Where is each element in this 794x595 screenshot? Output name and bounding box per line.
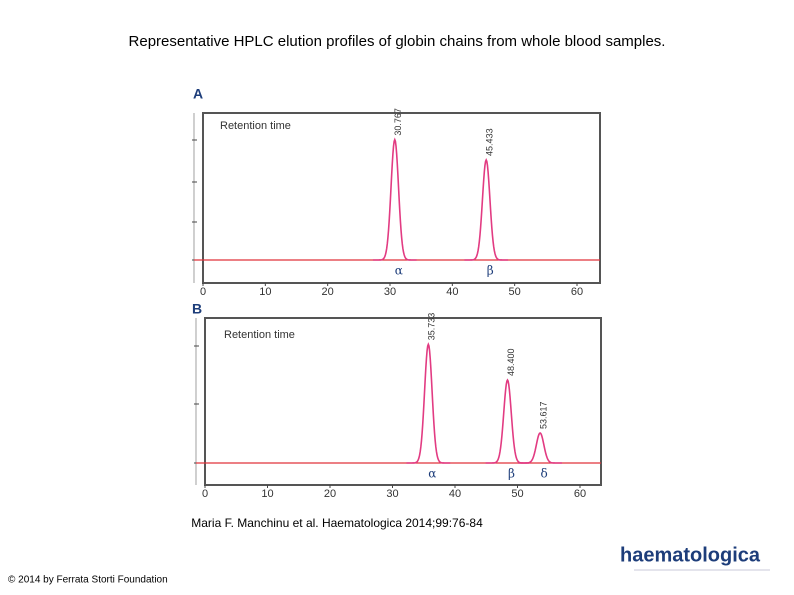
copyright: © 2014 by Ferrata Storti Foundation (8, 575, 168, 586)
peak-label: 53.617 (538, 401, 548, 429)
x-tick-label: 50 (509, 286, 521, 298)
x-tick-label: 60 (574, 488, 586, 500)
panel-label: B (192, 301, 202, 317)
panel-label: A (193, 86, 203, 102)
x-tick-label: 40 (446, 286, 458, 298)
peak (485, 378, 530, 464)
peak-label: 45.433 (485, 128, 495, 156)
x-tick-label: 40 (449, 488, 461, 500)
peak (518, 432, 562, 464)
chain-label: β (508, 467, 515, 481)
chain-label: β (487, 264, 494, 278)
logo: haematologica (620, 544, 761, 566)
peak-label: 30.767 (393, 108, 403, 136)
plot-frame (204, 317, 602, 486)
x-tick-label: 20 (324, 488, 336, 500)
peak-label: 48.400 (506, 349, 516, 377)
peak (372, 137, 417, 261)
chain-label: δ (540, 467, 547, 481)
x-tick-label: 30 (384, 286, 396, 298)
slide-title: Representative HPLC elution profiles of … (129, 33, 666, 50)
chain-label: α (395, 264, 403, 278)
x-tick-label: 10 (261, 488, 273, 500)
annotation: Retention time (224, 329, 295, 341)
x-tick-label: 30 (386, 488, 398, 500)
peak-label: 35.733 (427, 313, 437, 341)
plot-frame (202, 112, 601, 284)
x-tick-label: 20 (322, 286, 334, 298)
peak (464, 157, 509, 261)
peak (406, 342, 451, 464)
x-tick-label: 0 (202, 488, 208, 500)
annotation: Retention time (220, 120, 291, 132)
citation: Maria F. Manchinu et al. Haematologica 2… (191, 516, 483, 530)
x-tick-label: 60 (571, 286, 583, 298)
x-tick-label: 0 (200, 286, 206, 298)
x-tick-label: 50 (511, 488, 523, 500)
x-tick-label: 10 (259, 286, 271, 298)
chain-label: α (428, 467, 436, 481)
